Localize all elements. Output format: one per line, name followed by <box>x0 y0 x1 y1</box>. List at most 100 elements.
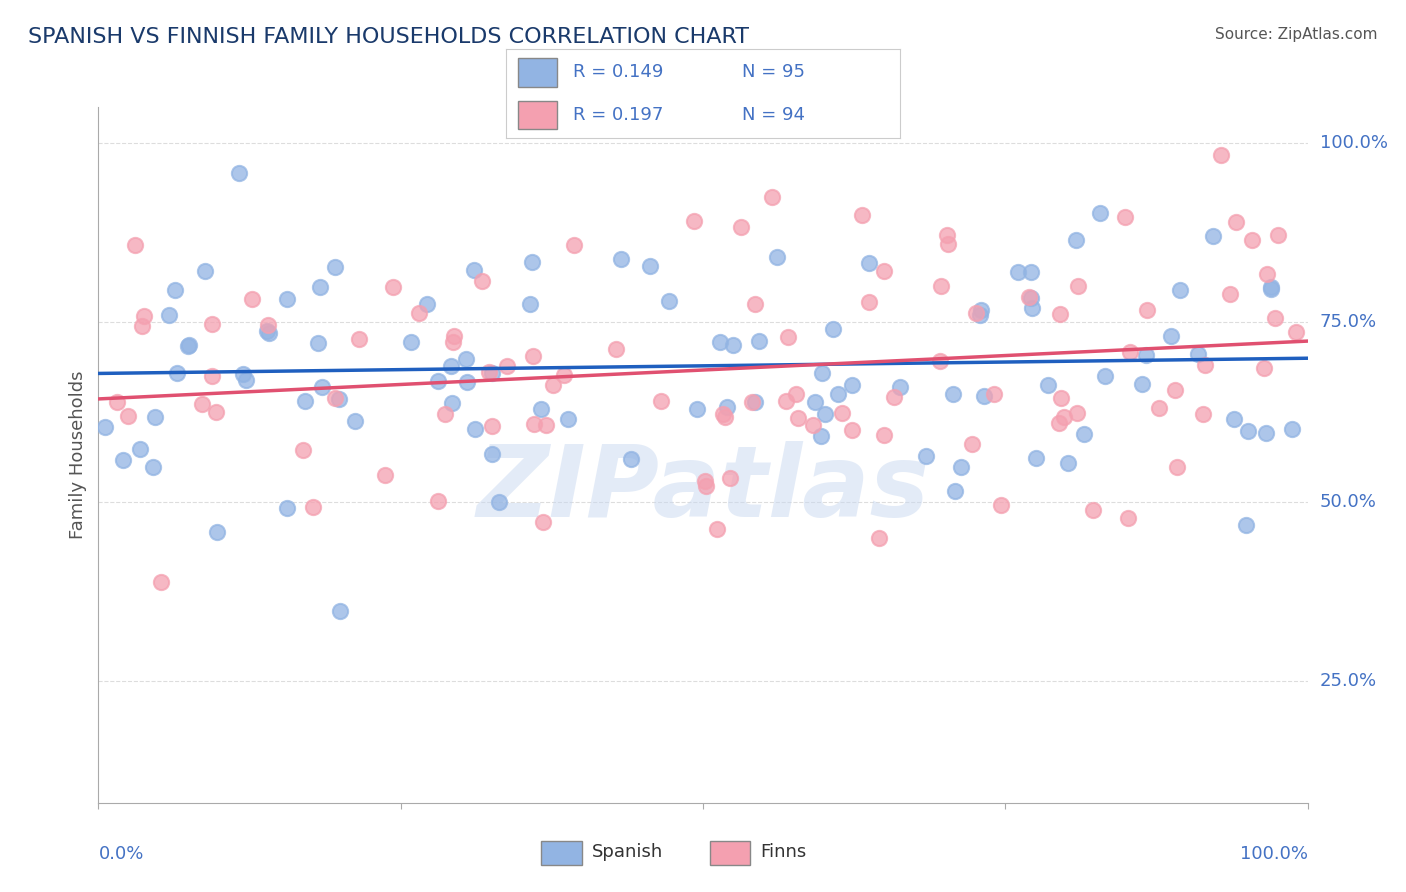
Finns <box>776 330 799 344</box>
Finns <box>433 407 456 421</box>
Finns <box>883 390 905 404</box>
Finns <box>711 407 734 421</box>
Finns <box>117 409 139 423</box>
Spanish <box>488 495 510 509</box>
Finns <box>190 397 212 411</box>
Spanish <box>1254 425 1277 440</box>
Finns <box>761 190 783 204</box>
FancyBboxPatch shape <box>710 840 751 865</box>
Text: N = 95: N = 95 <box>742 63 806 81</box>
Spanish <box>942 387 965 401</box>
Finns <box>695 479 717 493</box>
Finns <box>730 220 752 235</box>
Finns <box>478 365 501 379</box>
Spanish <box>401 335 423 350</box>
Spanish <box>94 419 117 434</box>
Finns <box>1253 360 1275 375</box>
Spanish <box>311 379 333 393</box>
Finns <box>1166 460 1188 475</box>
Spanish <box>1036 378 1059 392</box>
Finns <box>650 393 672 408</box>
Spanish <box>1007 265 1029 279</box>
Finns <box>786 411 808 425</box>
Spanish <box>1021 301 1043 315</box>
Spanish <box>1057 457 1080 471</box>
Spanish <box>463 263 485 277</box>
Finns <box>205 404 228 418</box>
Finns <box>718 471 741 485</box>
Finns <box>1149 401 1171 416</box>
Spanish <box>205 525 228 540</box>
FancyBboxPatch shape <box>517 101 557 129</box>
Spanish <box>415 296 437 310</box>
Finns <box>1256 267 1278 281</box>
Spanish <box>1260 282 1282 296</box>
Spanish <box>165 283 187 297</box>
Finns <box>149 574 172 589</box>
Text: Source: ZipAtlas.com: Source: ZipAtlas.com <box>1215 27 1378 42</box>
Spanish <box>821 322 844 336</box>
Finns <box>301 500 323 515</box>
Finns <box>868 531 890 545</box>
Spanish <box>540 121 562 136</box>
Finns <box>1053 410 1076 425</box>
Finns <box>785 387 807 401</box>
Finns <box>693 475 716 489</box>
Text: 25.0%: 25.0% <box>1320 672 1376 690</box>
Finns <box>1018 290 1040 304</box>
Finns <box>408 306 430 320</box>
Text: Spanish: Spanish <box>592 843 662 861</box>
Spanish <box>232 367 254 381</box>
Finns <box>741 395 763 409</box>
Finns <box>1284 325 1306 339</box>
Spanish <box>456 351 478 366</box>
Text: N = 94: N = 94 <box>742 106 806 124</box>
Finns <box>292 443 315 458</box>
Spanish <box>129 442 152 456</box>
Spanish <box>194 263 217 277</box>
Spanish <box>464 422 486 436</box>
Spanish <box>620 452 643 467</box>
Finns <box>1114 211 1136 225</box>
Finns <box>124 238 146 252</box>
Spanish <box>557 412 579 426</box>
Finns <box>534 418 557 433</box>
Finns <box>240 292 263 306</box>
Spanish <box>439 359 461 374</box>
Finns <box>831 406 853 420</box>
Text: ZIPatlas: ZIPatlas <box>477 442 929 538</box>
Finns <box>936 236 959 251</box>
Spanish <box>440 396 463 410</box>
Spanish <box>716 401 738 415</box>
Spanish <box>943 483 966 498</box>
Finns <box>1225 215 1247 229</box>
Spanish <box>177 338 200 352</box>
Finns <box>323 392 346 406</box>
Spanish <box>1094 369 1116 384</box>
Spanish <box>1073 427 1095 442</box>
Finns <box>1163 383 1185 397</box>
Spanish <box>257 326 280 340</box>
Finns <box>873 427 896 442</box>
Spanish <box>519 297 541 311</box>
Finns <box>481 419 503 434</box>
FancyBboxPatch shape <box>517 58 557 87</box>
Finns <box>256 318 278 333</box>
Spanish <box>328 392 350 406</box>
Spanish <box>530 402 553 417</box>
Finns <box>1267 228 1289 243</box>
Finns <box>1194 358 1216 372</box>
Spanish <box>177 339 200 353</box>
Text: 75.0%: 75.0% <box>1320 313 1376 331</box>
Spanish <box>329 604 352 618</box>
Finns <box>683 214 706 228</box>
Finns <box>541 377 564 392</box>
Finns <box>1209 147 1232 161</box>
Finns <box>1067 279 1090 293</box>
Finns <box>523 417 546 432</box>
Finns <box>851 208 873 222</box>
Finns <box>443 329 465 343</box>
Spanish <box>1170 283 1192 297</box>
Finns <box>201 368 224 383</box>
Finns <box>132 309 155 323</box>
